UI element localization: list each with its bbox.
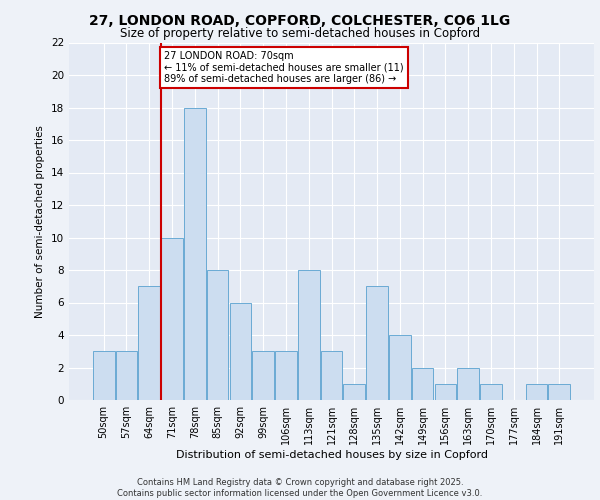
Bar xyxy=(457,368,479,400)
Bar xyxy=(366,286,388,400)
Bar xyxy=(320,351,343,400)
Bar xyxy=(548,384,570,400)
Bar xyxy=(526,384,547,400)
Bar xyxy=(389,335,410,400)
Bar xyxy=(343,384,365,400)
Text: Contains HM Land Registry data © Crown copyright and database right 2025.
Contai: Contains HM Land Registry data © Crown c… xyxy=(118,478,482,498)
Bar xyxy=(480,384,502,400)
X-axis label: Distribution of semi-detached houses by size in Copford: Distribution of semi-detached houses by … xyxy=(176,450,487,460)
Bar xyxy=(207,270,229,400)
Bar xyxy=(184,108,206,400)
Bar xyxy=(434,384,456,400)
Bar xyxy=(116,351,137,400)
Bar xyxy=(230,302,251,400)
Bar xyxy=(93,351,115,400)
Bar xyxy=(298,270,320,400)
Text: 27, LONDON ROAD, COPFORD, COLCHESTER, CO6 1LG: 27, LONDON ROAD, COPFORD, COLCHESTER, CO… xyxy=(89,14,511,28)
Y-axis label: Number of semi-detached properties: Number of semi-detached properties xyxy=(35,125,46,318)
Bar xyxy=(412,368,433,400)
Text: Size of property relative to semi-detached houses in Copford: Size of property relative to semi-detach… xyxy=(120,28,480,40)
Bar xyxy=(139,286,160,400)
Bar xyxy=(275,351,297,400)
Bar xyxy=(161,238,183,400)
Bar xyxy=(253,351,274,400)
Text: 27 LONDON ROAD: 70sqm
← 11% of semi-detached houses are smaller (11)
89% of semi: 27 LONDON ROAD: 70sqm ← 11% of semi-deta… xyxy=(164,50,404,84)
